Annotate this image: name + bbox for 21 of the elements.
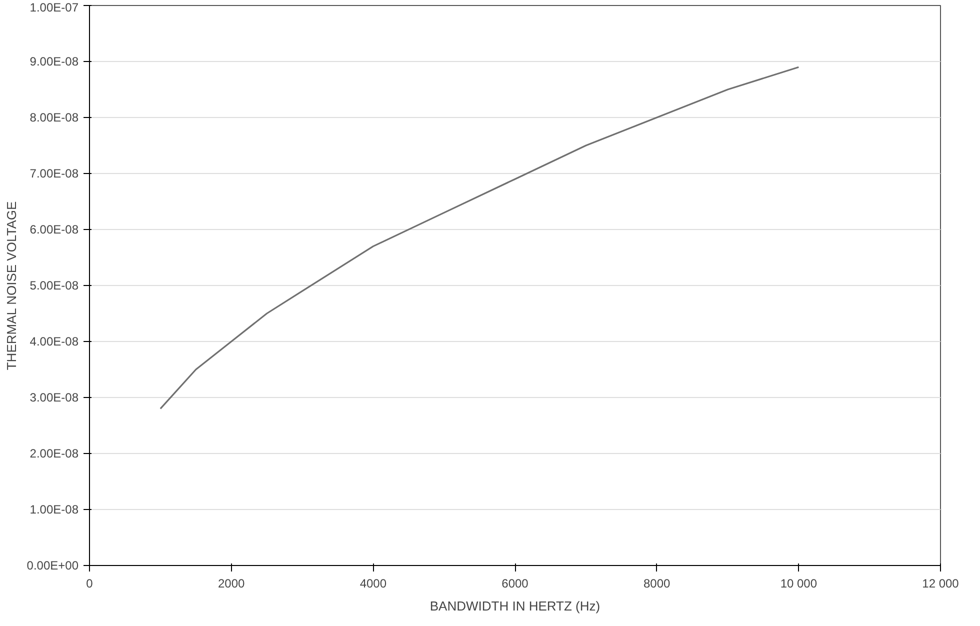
y-tick-label: 8.00E-08 [30, 110, 79, 124]
x-tick-label: 8000 [643, 576, 671, 590]
y-tick-label: 1.00E-08 [30, 502, 79, 516]
x-tick-label: 10 000 [780, 576, 818, 590]
y-tick-label: 4.00E-08 [30, 334, 79, 348]
x-tick-label: 0 [86, 576, 94, 590]
x-tick-label: 6000 [502, 576, 529, 590]
x-tick-label: 4000 [360, 576, 387, 590]
x-tick-label: 2000 [218, 576, 246, 590]
x-axis-title: BANDWIDTH IN HERTZ (Hz) [430, 598, 600, 614]
line-series [160, 66, 800, 410]
y-tick-label: 5.00E-08 [30, 278, 79, 292]
y-tick-label: 0.00E+00 [26, 558, 79, 572]
y-tick-label: 1.00E-07 [30, 0, 79, 14]
y-tick-label: 7.00E-08 [30, 166, 79, 180]
y-tick-label: 6.00E-08 [30, 222, 79, 236]
y-tick-label: 3.00E-08 [30, 390, 79, 404]
y-tick-label: 2.00E-08 [30, 446, 79, 460]
x-tick-label: 12 000 [922, 576, 960, 590]
y-tick-label: 9.00E-08 [30, 54, 79, 68]
y-axis-title: THERMAL NOISE VOLTAGE [4, 201, 19, 370]
